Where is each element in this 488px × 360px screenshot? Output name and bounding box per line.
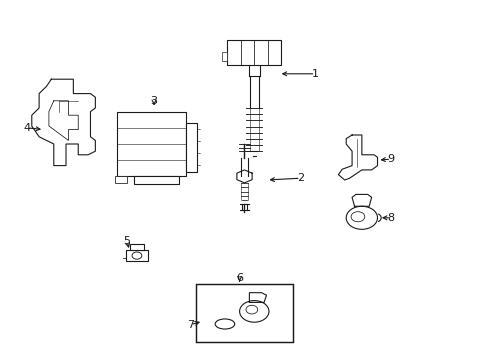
Circle shape	[350, 212, 364, 222]
Bar	[126, 250, 147, 261]
Text: 4: 4	[23, 123, 30, 133]
Text: 2: 2	[297, 173, 304, 183]
Bar	[115, 176, 127, 183]
Bar	[195, 284, 293, 342]
Bar	[227, 40, 281, 65]
Circle shape	[346, 206, 377, 229]
Text: 8: 8	[387, 213, 394, 223]
Circle shape	[239, 301, 268, 322]
Bar	[117, 112, 185, 176]
Text: 1: 1	[311, 69, 318, 79]
Circle shape	[245, 305, 257, 314]
Bar	[130, 244, 143, 250]
Text: 5: 5	[123, 236, 130, 246]
Text: 9: 9	[387, 154, 394, 164]
Text: 6: 6	[236, 273, 243, 283]
Bar	[134, 176, 179, 184]
Circle shape	[132, 252, 142, 259]
Text: 7: 7	[187, 320, 194, 330]
Bar	[221, 52, 227, 61]
Text: 3: 3	[150, 96, 157, 106]
Ellipse shape	[215, 319, 234, 329]
Bar	[185, 123, 196, 172]
